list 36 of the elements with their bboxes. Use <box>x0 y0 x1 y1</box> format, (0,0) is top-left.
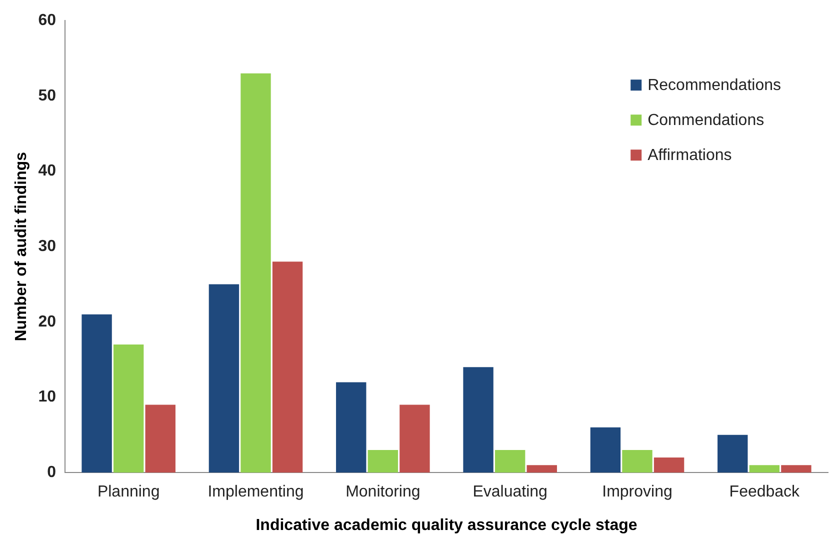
x-tick-label: Monitoring <box>346 484 420 501</box>
y-tick-label: 40 <box>38 162 56 180</box>
legend-label: Affirmations <box>648 147 732 164</box>
bar <box>208 284 240 473</box>
x-tick-label: Planning <box>97 484 160 501</box>
bar <box>240 73 271 473</box>
bar <box>749 465 780 473</box>
bar <box>145 404 176 473</box>
bar <box>368 450 398 473</box>
x-tick-label: Feedback <box>729 484 801 501</box>
y-tick-label: 60 <box>38 12 56 30</box>
x-tick-label: Evaluating <box>472 484 548 501</box>
y-axis-title: Number of audit findings <box>13 152 30 342</box>
x-tick-label: Improving <box>602 484 672 501</box>
x-tick-label: Implementing <box>208 484 304 501</box>
x-axis-title: Indicative academic quality assurance cycle stage <box>256 516 638 534</box>
legend-label: Commendations <box>648 112 764 130</box>
bar <box>272 262 303 473</box>
y-tick-label: 10 <box>38 388 56 406</box>
legend-label: Recommendations <box>648 77 782 94</box>
bar <box>494 450 526 473</box>
bar <box>463 367 494 473</box>
y-tick-label: 20 <box>38 313 56 330</box>
bar <box>622 450 652 473</box>
bar <box>82 314 112 473</box>
bar <box>400 404 430 473</box>
bar <box>781 465 812 473</box>
y-tick-label: 50 <box>38 87 56 104</box>
bar <box>590 427 621 473</box>
bar <box>336 382 366 473</box>
bar <box>113 344 144 473</box>
bar <box>526 465 557 473</box>
y-tick-label: 30 <box>38 238 56 256</box>
bar <box>718 434 748 473</box>
bar <box>654 458 684 473</box>
y-tick-label: 0 <box>47 464 56 482</box>
